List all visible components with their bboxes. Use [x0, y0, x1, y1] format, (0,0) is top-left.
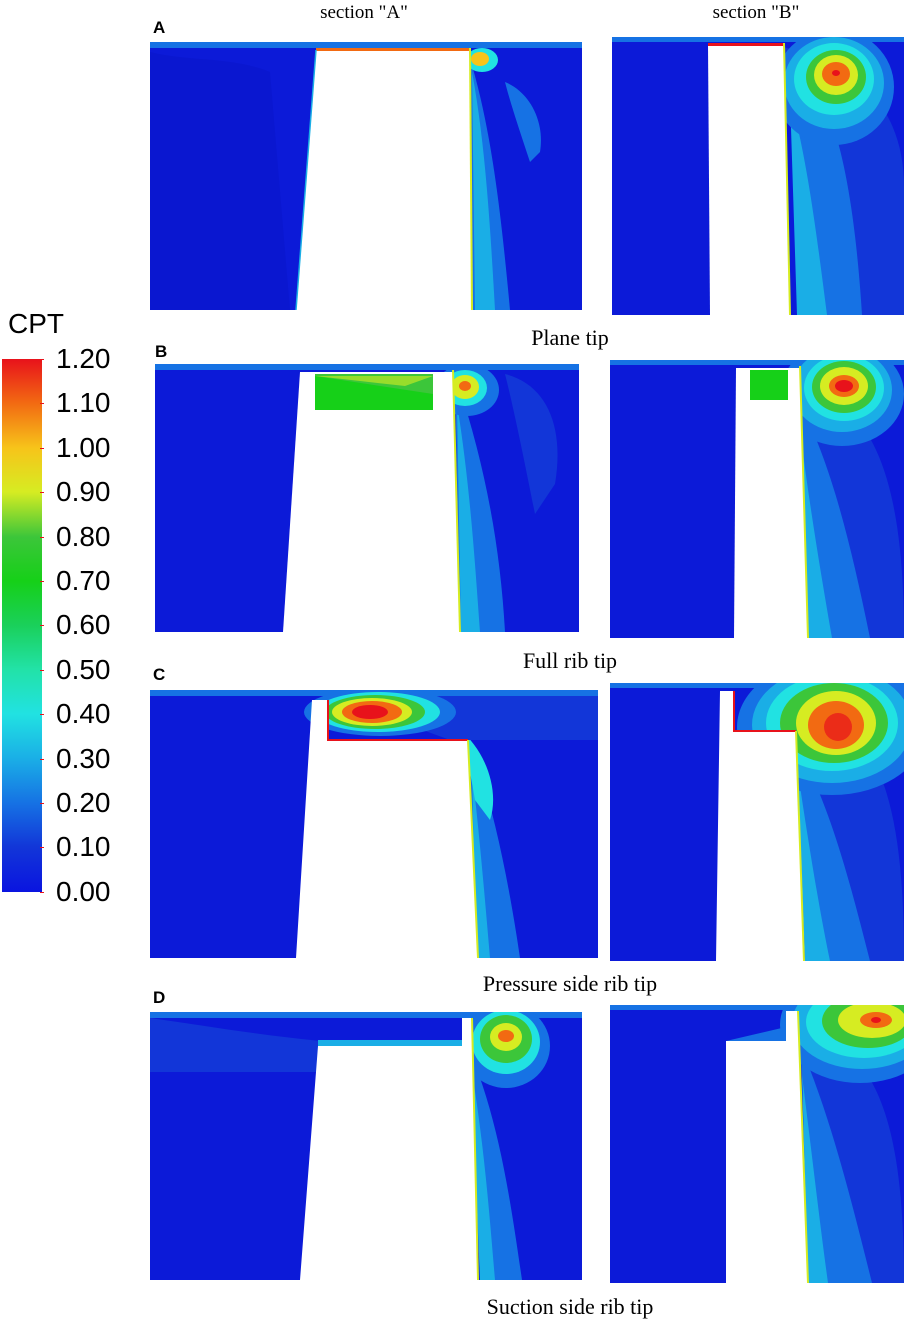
panel-letter-c: C: [153, 665, 166, 684]
legend-color-segment: [2, 847, 42, 892]
legend-tick-mark: [40, 447, 44, 449]
legend-tick-label: 0.50: [56, 653, 111, 685]
column-title-section-a: section "A": [320, 2, 408, 23]
legend-tick-label: 0.30: [56, 742, 111, 774]
legend-tick-label: 0.00: [56, 875, 111, 907]
legend-tick-label: 1.20: [56, 343, 111, 374]
legend-color-segment: [2, 669, 42, 715]
legend-color-segment: [2, 536, 42, 581]
contour-plot-b-section-a: [155, 364, 579, 632]
legend-tick-label: 1.10: [56, 387, 111, 419]
legend-color-segment: [2, 492, 42, 537]
contour-plot-a-section-a: [150, 42, 582, 310]
legend-tick-label: 0.40: [56, 698, 111, 730]
legend-tick-mark: [40, 669, 44, 671]
contour-plot-a-section-b: [612, 37, 904, 315]
contour-plot-c-section-a: [150, 690, 598, 958]
caption-pressure-side-rib-tip: Pressure side rib tip: [482, 971, 658, 996]
legend-tick-label: 0.90: [56, 476, 111, 508]
panel-letter-d: D: [153, 988, 166, 1007]
legend-tick-label: 1.00: [56, 431, 111, 463]
legend-tick-mark: [40, 359, 44, 360]
caption-suction-side-rib-tip: Suction side rib tip: [486, 1294, 654, 1319]
legend-tick-mark: [40, 581, 44, 582]
contour-plot-b-section-b: [610, 360, 904, 638]
panel-letter-b: B: [155, 342, 168, 361]
legend-tick-mark: [40, 847, 44, 849]
legend-color-segment: [2, 447, 42, 493]
legend-color-segment: [2, 758, 42, 803]
legend-color-segment: [2, 625, 42, 670]
contour-plot-c-section-b: [610, 683, 904, 961]
legend-tick-label: 0.20: [56, 787, 111, 818]
legend-tick-mark: [40, 714, 44, 716]
legend-tick-label: 0.10: [56, 831, 111, 863]
legend-tick-label: 0.70: [56, 565, 111, 596]
legend-title: CPT: [8, 308, 64, 339]
legend-color-segment: [2, 802, 42, 848]
legend-tick-mark: [40, 891, 44, 893]
legend-color-segment: [2, 359, 42, 404]
legend-color-segment: [2, 403, 42, 448]
legend-tick-mark: [40, 625, 44, 627]
legend-color-segment: [2, 714, 42, 759]
legend-tick-label: 0.60: [56, 609, 111, 641]
legend-color-segment: [2, 580, 42, 626]
contour-plot-d-section-a: [150, 1012, 582, 1280]
legend-tick-mark: [40, 758, 44, 760]
caption-plane-tip: Plane tip: [531, 325, 609, 350]
legend-tick-mark: [40, 536, 44, 538]
legend-tick-label: 0.80: [56, 520, 111, 552]
legend-tick-mark: [40, 492, 44, 494]
color-legend-bar: [2, 359, 42, 892]
panel-letter-a: A: [153, 18, 166, 37]
column-title-section-b: section "B": [712, 2, 800, 23]
legend-tick-mark: [40, 403, 44, 405]
caption-full-rib-tip: Full rib tip: [522, 648, 618, 673]
contour-plot-d-section-b: [610, 1005, 904, 1283]
legend-tick-mark: [40, 803, 44, 804]
